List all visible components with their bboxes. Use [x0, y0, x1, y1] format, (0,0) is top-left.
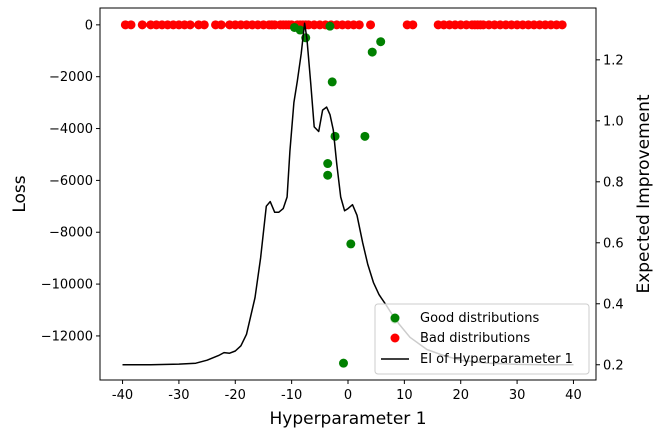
legend: Good distributions Bad distributions EI …: [374, 303, 590, 375]
good-distribution-point: [376, 37, 386, 47]
good-distribution-point: [323, 170, 333, 180]
x-tick-label: 30: [509, 388, 526, 403]
good-distribution-point: [360, 131, 370, 141]
good-distribution-point: [346, 239, 356, 249]
y-tick-label: −6000: [49, 174, 93, 189]
bad-distribution-point: [199, 20, 209, 30]
y2-tick-label: 0.8: [603, 175, 624, 190]
x-axis: -40 -30 -20 -10 0 10 20 30 40: [112, 380, 582, 403]
bad-distributions-series: [120, 20, 567, 30]
x-tick-label: 0: [344, 388, 352, 403]
y2-tick-label: 0.4: [603, 297, 624, 312]
x-axis-title: Hyperparameter 1: [269, 409, 426, 429]
y-tick-label: −8000: [49, 226, 93, 241]
good-distribution-point: [367, 47, 377, 57]
legend-box: [374, 303, 590, 375]
y-tick-label: −12000: [41, 329, 93, 344]
y2-tick-label: 0.6: [603, 236, 624, 251]
x-tick-label: 20: [452, 388, 469, 403]
x-tick-label: 40: [565, 388, 582, 403]
x-tick-label: -20: [225, 388, 246, 403]
y-axis-left: 0 −2000 −4000 −6000 −8000 −10000 −12000: [41, 18, 100, 344]
good-distribution-point: [338, 358, 348, 368]
bad-distribution-point: [126, 20, 136, 30]
bad-distribution-point: [216, 20, 226, 30]
good-distribution-point: [323, 159, 333, 169]
y-tick-label: −4000: [49, 122, 93, 137]
bad-distribution-point: [185, 20, 195, 30]
x-tick-label: -40: [112, 388, 133, 403]
good-distribution-point: [325, 21, 335, 31]
good-distribution-point: [330, 131, 340, 141]
bad-distribution-point: [366, 20, 376, 30]
bad-distribution-point: [137, 20, 147, 30]
legend-marker-bad: [390, 333, 400, 343]
good-distribution-point: [295, 25, 305, 35]
y2-axis-title: Expected Improvement: [634, 94, 654, 293]
bad-distribution-point: [408, 20, 418, 30]
bad-distribution-point: [557, 20, 567, 30]
x-tick-label: 10: [396, 388, 413, 403]
bad-distribution-point: [354, 20, 364, 30]
legend-label-good: Good distributions: [420, 311, 539, 326]
good-distribution-point: [327, 77, 337, 87]
y-axis-right: 0.2 0.4 0.6 0.8 1.0 1.2: [596, 53, 624, 373]
y-axis-title: Loss: [10, 175, 30, 212]
y-tick-label: 0: [85, 18, 93, 33]
legend-marker-good: [390, 313, 400, 323]
y-tick-label: −10000: [41, 278, 93, 293]
x-tick-label: -30: [168, 388, 189, 403]
y-tick-label: −2000: [49, 70, 93, 85]
legend-label-bad: Bad distributions: [420, 331, 530, 346]
x-tick-label: -10: [281, 388, 302, 403]
y2-tick-label: 0.2: [603, 358, 624, 373]
legend-label-ei: EI of Hyperparameter 1: [420, 352, 573, 367]
y2-tick-label: 1.0: [603, 114, 624, 129]
y2-tick-label: 1.2: [603, 53, 624, 68]
